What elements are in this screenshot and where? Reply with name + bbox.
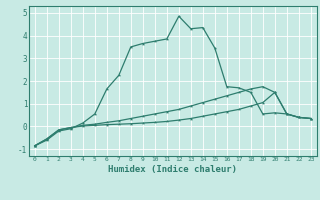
X-axis label: Humidex (Indice chaleur): Humidex (Indice chaleur) xyxy=(108,165,237,174)
